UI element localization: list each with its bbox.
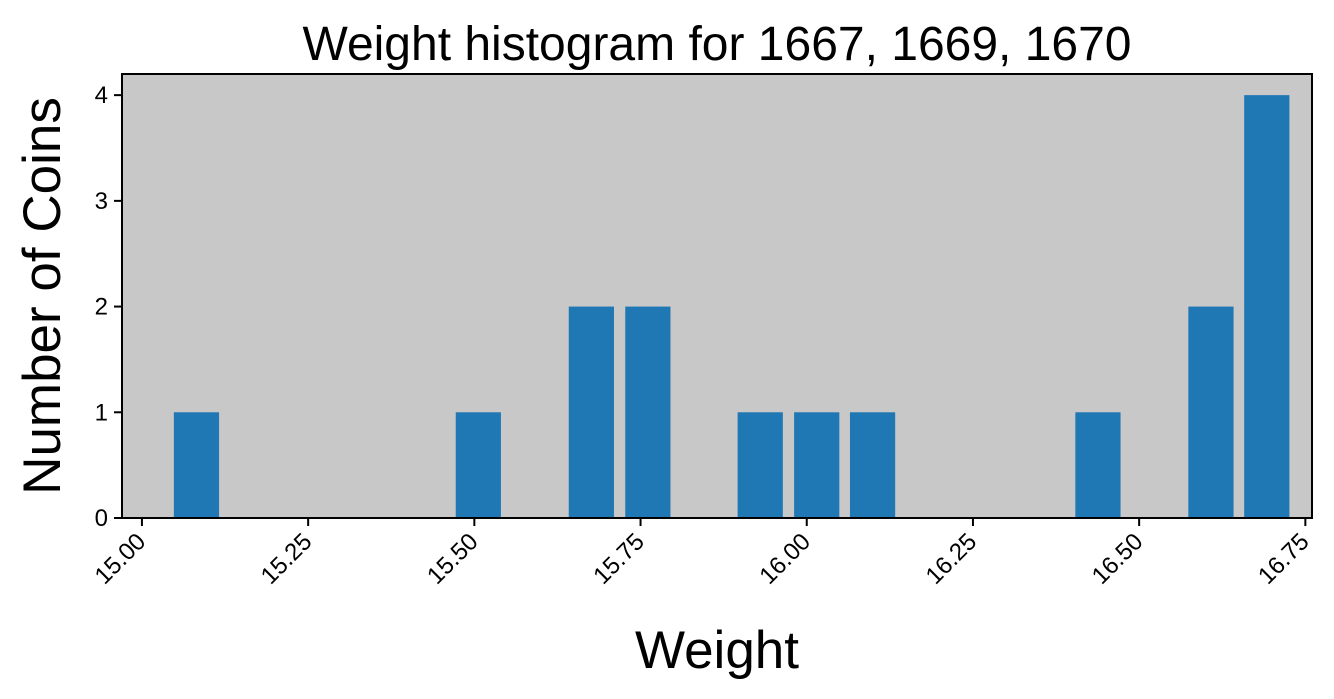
plot-frame	[121, 73, 1313, 519]
x-tick-label: 15.25	[256, 528, 318, 590]
bar	[1244, 95, 1290, 518]
x-tick-label: 16.00	[754, 528, 816, 590]
y-tick-label: 3	[95, 188, 108, 215]
x-tick-label: 15.75	[588, 528, 650, 590]
x-tick-label: 16.75	[1253, 528, 1315, 590]
bar	[173, 412, 220, 518]
chart-title: Weight histogram for 1667, 1669, 1670	[303, 18, 1132, 71]
bar	[737, 412, 783, 518]
bar	[849, 412, 896, 518]
y-tick-label: 0	[95, 505, 108, 532]
bar	[1075, 412, 1121, 518]
x-tick-label: 15.50	[422, 528, 484, 590]
bars	[173, 95, 1290, 518]
bar	[625, 306, 671, 518]
y-axis-label: Number of Coins	[13, 97, 72, 495]
bar	[1188, 306, 1234, 518]
bar	[568, 306, 614, 518]
bar	[794, 412, 840, 518]
x-tick-label: 15.00	[90, 528, 152, 590]
y-tick-label: 4	[95, 82, 108, 109]
y-tick-label: 1	[95, 399, 108, 426]
x-axis-label: Weight	[635, 621, 799, 680]
y-axis-ticks: 0 1 2 3 4	[95, 82, 122, 532]
x-axis-ticks: 15.00 15.25 15.50 15.75 16.00 16.25 16.50 16.75	[90, 518, 1315, 590]
plot-area	[122, 74, 1312, 518]
x-tick-label: 16.25	[921, 528, 983, 590]
y-tick-label: 2	[95, 294, 108, 321]
bar	[455, 412, 501, 518]
x-tick-label: 16.50	[1087, 528, 1149, 590]
